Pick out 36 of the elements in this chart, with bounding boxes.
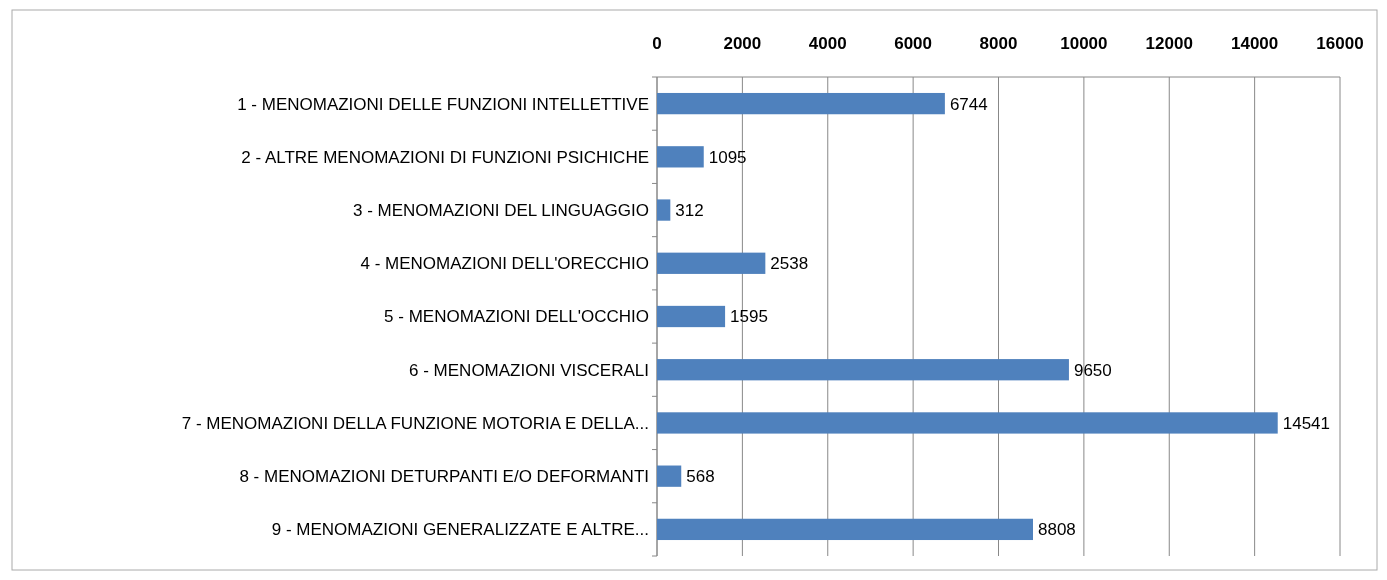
y-tick-label: 9 - MENOMAZIONI GENERALIZZATE E ALTRE... (271, 520, 649, 540)
x-tick-label: 14000 (1230, 34, 1279, 53)
bar (657, 199, 671, 221)
y-tick-label: 2 - ALTRE MENOMAZIONI DI FUNZIONI PSICHICHE (241, 147, 649, 167)
data-label: 568 (686, 467, 715, 487)
data-label: 1595 (730, 307, 768, 327)
y-tick-label: 3 - MENOMAZIONI DEL LINGUAGGIO (353, 201, 649, 221)
x-tick-label: 8000 (979, 34, 1018, 53)
data-label: 2538 (770, 254, 809, 274)
data-label: 1095 (708, 147, 747, 167)
data-label: 6744 (949, 94, 988, 114)
y-tick-label: 1 - MENOMAZIONI DELLE FUNZIONI INTELLETTIVE (237, 94, 649, 114)
x-tick-label: 2000 (723, 34, 762, 53)
y-tick-label: 7 - MENOMAZIONI DELLA FUNZIONE MOTORIA E DELLA... (181, 413, 649, 433)
x-tick-label: 6000 (894, 34, 933, 53)
data-label: 8808 (1037, 520, 1076, 540)
bar (657, 92, 945, 115)
x-tick-label: 4000 (808, 34, 847, 53)
x-tick-label: 0 (652, 34, 662, 53)
bar (657, 146, 704, 168)
x-tick-label: 12000 (1145, 34, 1193, 53)
x-tick-label: 10000 (1060, 34, 1108, 53)
bar (657, 465, 682, 487)
x-tick-label: 16000 (1316, 34, 1364, 53)
data-label: 312 (675, 201, 704, 221)
y-tick-label: 4 - MENOMAZIONI DELL'ORECCHIO (360, 254, 649, 274)
y-tick-label: 8 - MENOMAZIONI DETURPANTI E/O DEFORMANTI (239, 467, 649, 487)
bar (657, 305, 726, 328)
y-tick-label: 6 - MENOMAZIONI VISCERALI (409, 360, 649, 380)
y-tick-label: 5 - MENOMAZIONI DELL'OCCHIO (384, 307, 649, 327)
data-label: 14541 (1282, 413, 1330, 433)
bar (657, 359, 1069, 381)
bar (657, 518, 1033, 541)
data-label: 9650 (1073, 360, 1112, 380)
bar (657, 412, 1278, 434)
bar (657, 252, 766, 274)
